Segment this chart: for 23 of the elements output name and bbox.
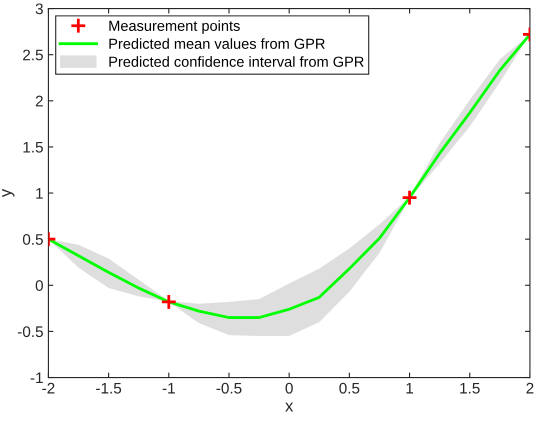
- y-tick-label: 1.5: [23, 142, 43, 153]
- x-tick-label: -1: [162, 382, 175, 394]
- y-tick-label: -0.5: [18, 326, 43, 338]
- x-axis-title: x: [285, 402, 294, 412]
- legend-label: Predicted mean values from GPR: [109, 38, 325, 49]
- x-tick-label: -0.5: [216, 382, 242, 394]
- y-tick-label: 3: [36, 3, 43, 14]
- x-tick-label: -2: [42, 382, 54, 394]
- x-tick-label: -1.5: [96, 382, 122, 394]
- x-tick-label: 1: [406, 382, 414, 394]
- x-tick-label: 0.5: [339, 382, 360, 394]
- y-axis-title: y: [2, 188, 14, 198]
- annotation: Predicted confidence interval from GPR: [109, 56, 364, 67]
- y-tick-label: -1: [30, 372, 43, 384]
- y-tick-label: 2: [36, 96, 43, 106]
- y-tick-label: 2.5: [23, 50, 43, 60]
- y-tick-label: 0: [36, 280, 43, 291]
- x-tick-label: 0: [286, 382, 293, 394]
- x-tick-label: 1.5: [460, 382, 480, 394]
- y-tick-label: 0.5: [22, 234, 43, 245]
- legend-label: Measurement points: [109, 20, 240, 34]
- y-tick-label: 1: [36, 188, 43, 199]
- x-tick-label: 2: [526, 382, 534, 394]
